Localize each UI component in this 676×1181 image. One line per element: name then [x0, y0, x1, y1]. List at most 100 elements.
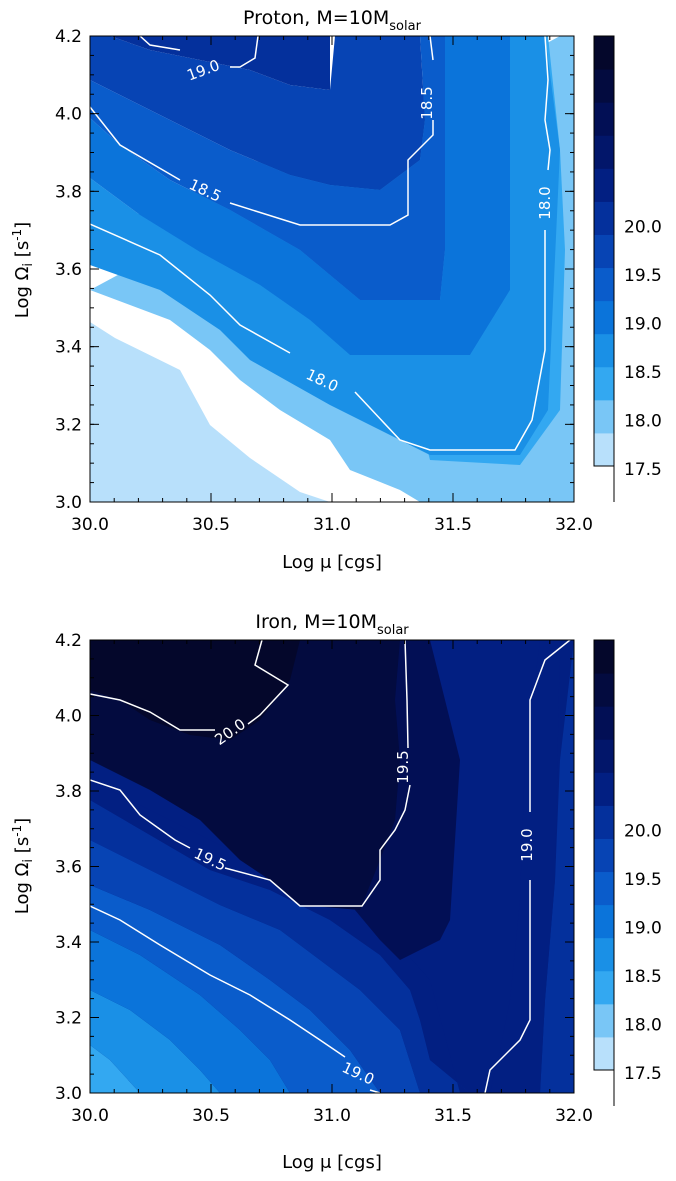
proton-line-18.0	[90, 223, 291, 354]
iron-colorbar-label-1: 18.0	[624, 1016, 662, 1036]
iron-xtick-label-2: 31.0	[313, 1106, 351, 1126]
proton-colorbar-band-0	[594, 432, 614, 467]
iron-colorbar-label-0: 17.5	[624, 1064, 662, 1084]
proton-colorbar-label-5: 20.0	[624, 218, 662, 238]
proton-colorbar-labels: 17.5 18.0 18.5 19.0 19.5 20.0	[624, 218, 662, 481]
iron-region-18.5	[90, 885, 380, 1093]
proton-colorbar-band-8	[594, 168, 614, 202]
iron-ytick-label-5: 4.0	[55, 707, 82, 727]
proton-colorbar-label-0: 17.5	[624, 460, 662, 480]
proton-line-18.0-b	[354, 230, 546, 451]
proton-ytick-label-2: 3.4	[55, 338, 82, 358]
iron-colorbar-band-1	[594, 1003, 614, 1038]
proton-colorbar-band-3	[594, 333, 614, 368]
iron-line-20.0-b	[247, 640, 290, 725]
iron-contour-lines	[90, 640, 571, 1093]
iron-clabel-19.0: 19.0	[518, 828, 536, 861]
iron-colorbar-label-4: 19.5	[624, 870, 662, 890]
iron-xlabel: Log μ [cgs]	[282, 1152, 382, 1173]
iron-line-19.5-b	[224, 784, 411, 907]
iron-xtick-label-0: 30.0	[71, 1106, 109, 1126]
iron-panel: Iron, M=10Msolar 20.0	[10, 611, 662, 1173]
iron-colorbar-band-7	[594, 805, 614, 839]
proton-region-18.5	[90, 36, 510, 355]
iron-colorbar-band-11	[594, 673, 614, 707]
proton-line-18.5	[90, 106, 181, 181]
proton-region-19.25	[110, 36, 330, 90]
iron-region-17.75	[90, 1045, 140, 1093]
proton-colorbar-label-4: 19.5	[624, 266, 662, 286]
proton-colorbar-band-5	[594, 267, 614, 302]
iron-region-18.0	[90, 990, 220, 1093]
iron-colorbar	[593, 639, 615, 1106]
iron-ytick-label-2: 3.4	[55, 933, 82, 953]
proton-xtick-label-2: 31.0	[313, 515, 351, 535]
proton-tick-labels: 30.0 30.5 31.0 31.5 32.0 3.0 3.2 3.4 3.6 3.8 4.0 4.…	[55, 27, 593, 535]
proton-colorbar-label-2: 18.5	[624, 363, 662, 383]
proton-ytick-label-3: 3.6	[55, 260, 82, 280]
iron-colorbar-band-5	[594, 871, 614, 906]
iron-line-19.0-d	[529, 640, 571, 812]
iron-title: Iron, M=10Msolar	[255, 611, 409, 638]
proton-xtick-label-4: 32.0	[555, 515, 593, 535]
proton-colorbar	[593, 35, 615, 502]
iron-ylabel: Log Ωi [s-1]	[10, 818, 36, 914]
proton-panel: Proton, M=10Msolar 19.0 18.5 18.5	[10, 7, 662, 573]
proton-line-18.5-b	[229, 120, 434, 226]
proton-colorbar-band-10	[594, 102, 614, 136]
proton-xtick-label-0: 30.0	[71, 515, 109, 535]
proton-axis-ticks	[89, 35, 575, 503]
iron-colorbar-band-2	[594, 970, 614, 1005]
proton-ytick-label-4: 3.8	[55, 182, 82, 202]
proton-xlabel: Log μ [cgs]	[282, 552, 382, 573]
iron-ytick-label-0: 3.0	[55, 1084, 82, 1104]
proton-region-18.75	[90, 36, 445, 300]
proton-colorbar-band-9	[594, 135, 614, 169]
proton-colorbar-band-12	[594, 36, 614, 70]
iron-ytick-label-4: 3.8	[55, 782, 82, 802]
proton-ytick-label-0: 3.0	[55, 493, 82, 513]
iron-region-20.0	[90, 640, 300, 740]
iron-colorbar-band-0	[594, 1036, 614, 1071]
iron-colorbar-band-10	[594, 706, 614, 740]
iron-line-19.0	[90, 905, 346, 1058]
proton-xtick-label-3: 31.5	[434, 515, 472, 535]
iron-line-19.5	[90, 779, 191, 849]
iron-region-18.75	[90, 840, 420, 1093]
iron-ytick-label-3: 3.6	[55, 858, 82, 878]
proton-region-17.5	[90, 322, 330, 502]
iron-contour-fill	[90, 640, 574, 1093]
iron-line-20.0	[90, 693, 215, 731]
iron-region-19.0	[90, 640, 574, 1093]
proton-line-18.5-c	[429, 36, 434, 61]
proton-colorbar-band-1	[594, 399, 614, 434]
proton-region-18.25	[90, 36, 560, 455]
proton-xtick-label-1: 30.5	[192, 515, 230, 535]
proton-colorbar-band-11	[594, 69, 614, 103]
proton-region-19.0	[90, 36, 425, 190]
proton-title: Proton, M=10Msolar	[243, 7, 422, 34]
proton-clabel-18.5-b: 18.5	[418, 86, 436, 119]
proton-line-19.0-b	[230, 36, 259, 68]
iron-line-19.5-c	[404, 640, 409, 749]
iron-ytick-label-1: 3.2	[55, 1009, 82, 1029]
proton-colorbar-band-4	[594, 300, 614, 335]
iron-colorbar-band-12	[594, 640, 614, 674]
proton-ytick-label-6: 4.2	[55, 27, 82, 47]
iron-clabel-19.5: 19.5	[394, 750, 412, 783]
iron-colorbar-label-5: 20.0	[624, 822, 662, 842]
proton-colorbar-band-2	[594, 366, 614, 401]
proton-line-18.0-c	[544, 36, 551, 171]
proton-colorbar-frame	[593, 35, 615, 467]
proton-ylabel: Log Ωi [s-1]	[10, 222, 36, 318]
iron-colorbar-label-2: 18.5	[624, 967, 662, 987]
iron-colorbar-labels: 17.5 18.0 18.5 19.0 19.5 20.0	[624, 822, 662, 1085]
proton-ytick-label-5: 4.0	[55, 105, 82, 125]
proton-contour-lines	[90, 36, 551, 451]
proton-colorbar-band-6	[594, 234, 614, 269]
iron-xtick-label-1: 30.5	[192, 1106, 230, 1126]
iron-colorbar-frame	[593, 639, 615, 1071]
iron-colorbar-band-9	[594, 739, 614, 773]
iron-axis-ticks	[89, 639, 575, 1094]
